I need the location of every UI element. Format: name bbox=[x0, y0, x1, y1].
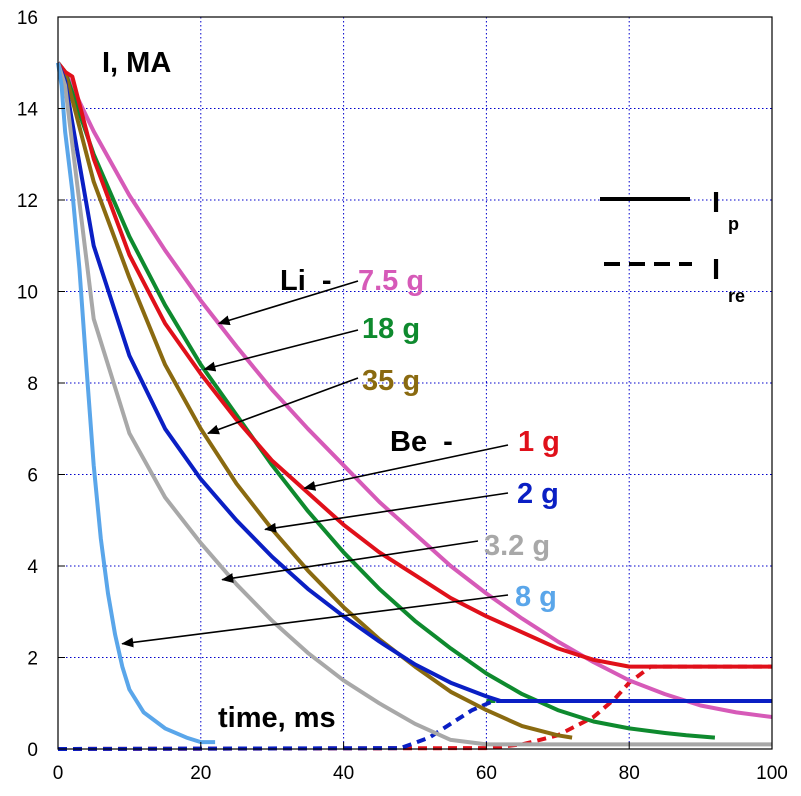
legend-item-ire-main: I bbox=[712, 254, 720, 286]
series-line-ip-35-g bbox=[56, 61, 573, 740]
series-label-8-g: 8 g bbox=[515, 581, 557, 613]
x-tick-label: 40 bbox=[333, 763, 354, 784]
x-tick-label: 100 bbox=[756, 763, 788, 784]
arrow-2-g bbox=[264, 492, 509, 533]
arrow-7-5-g bbox=[217, 280, 359, 326]
x-tick-label: 20 bbox=[190, 763, 211, 784]
y-tick-label: 6 bbox=[27, 466, 38, 487]
y-tick-label: 2 bbox=[27, 649, 38, 670]
series-line-ire-2-g bbox=[57, 699, 772, 751]
series-line-ip-1-g bbox=[56, 61, 772, 669]
group-label-be: Be - bbox=[390, 426, 453, 458]
arrow-8-g bbox=[121, 594, 509, 648]
arrow-35-g bbox=[207, 377, 359, 435]
arrow-18-g bbox=[203, 329, 359, 372]
group-label-li: Li - bbox=[280, 265, 332, 297]
series-line-ip-8-g bbox=[56, 62, 216, 745]
series-label-7-5-g: 7.5 g bbox=[358, 265, 424, 297]
legend-item-ip-main: I bbox=[712, 187, 720, 219]
series-line-ip-3-2-g bbox=[56, 62, 772, 747]
series-layer bbox=[56, 61, 773, 751]
annotation-arrows bbox=[121, 280, 509, 648]
y-tick-label: 14 bbox=[17, 100, 39, 121]
series-label-1-g: 1 g bbox=[518, 426, 560, 458]
x-axis-label: time, ms bbox=[218, 702, 336, 734]
arrow-3-2-g bbox=[221, 540, 479, 584]
series-label-3-2-g: 3.2 g bbox=[484, 530, 550, 562]
y-tick-label: 8 bbox=[27, 374, 38, 395]
series-line-ip-18-g bbox=[56, 61, 716, 740]
series-line-ip-7-5-g bbox=[56, 61, 773, 719]
x-tick-label: 80 bbox=[619, 763, 640, 784]
x-tick-label: 0 bbox=[53, 763, 64, 784]
series-labels: 7.5 g 18 g 35 g 1 g 2 g 3.2 g 8 g bbox=[358, 265, 560, 613]
legend-item-ip-sub: p bbox=[728, 214, 739, 234]
grid bbox=[58, 17, 772, 749]
series-line-ire-1-g bbox=[57, 664, 772, 751]
x-tick-label: 60 bbox=[476, 763, 497, 784]
legend-item-ire-sub: re bbox=[728, 286, 745, 306]
y-tick-label: 12 bbox=[17, 191, 38, 212]
y-tick-label: 0 bbox=[27, 740, 38, 761]
series-label-35-g: 35 g bbox=[362, 365, 420, 397]
series-label-2-g: 2 g bbox=[517, 478, 559, 510]
axis-ticks: 0 20 40 60 80 100 0 2 4 6 8 10 12 14 16 bbox=[17, 8, 788, 784]
series-label-18-g: 18 g bbox=[362, 313, 420, 345]
y-tick-label: 16 bbox=[17, 8, 38, 29]
legend: I p I re bbox=[600, 187, 745, 306]
arrow-1-g bbox=[303, 444, 509, 491]
series-line-ip-2-g bbox=[56, 62, 772, 703]
y-tick-label: 10 bbox=[17, 283, 38, 304]
chart-title: I, MA bbox=[102, 47, 171, 79]
y-tick-label: 4 bbox=[27, 557, 38, 578]
